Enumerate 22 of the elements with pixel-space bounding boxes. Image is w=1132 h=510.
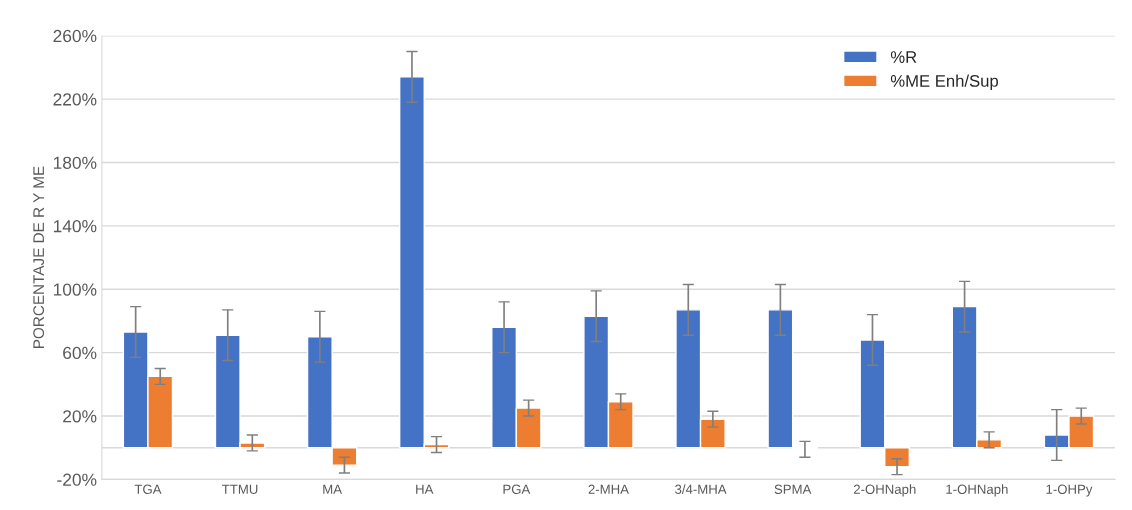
x-tick-label: 3/4-MHA: [675, 484, 727, 494]
x-tick-label: 2-MHA: [588, 484, 629, 494]
y-tick-label: 180%: [53, 156, 97, 169]
x-tick-label: SPMA: [774, 484, 812, 494]
y-axis-title: PORCENTAJE DE R Y ME: [33, 166, 45, 348]
x-tick-label: MA: [323, 484, 343, 494]
x-tick-label: TTMU: [222, 484, 258, 494]
y-tick-label: -20%: [57, 473, 97, 486]
y-tick-label: 260%: [53, 29, 97, 43]
y-tick-label: 20%: [63, 410, 97, 423]
x-tick-label: PGA: [503, 484, 531, 494]
x-tick-label: HA: [416, 484, 434, 494]
y-tick-label: 100%: [53, 283, 97, 296]
x-tick-label: 1-OHPy: [1046, 484, 1093, 497]
y-tick-label: 220%: [53, 93, 97, 106]
y-tick-label: 60%: [63, 346, 97, 360]
x-tick-label: 1-OHNaph: [946, 484, 1008, 497]
x-tick-label: 2-OHNaph: [853, 484, 916, 497]
y-tick-label: 140%: [53, 220, 97, 233]
legend-label: %R: [890, 51, 917, 63]
legend-label: %ME Enh/Sup: [890, 74, 999, 91]
x-tick-label: TGA: [134, 484, 162, 494]
